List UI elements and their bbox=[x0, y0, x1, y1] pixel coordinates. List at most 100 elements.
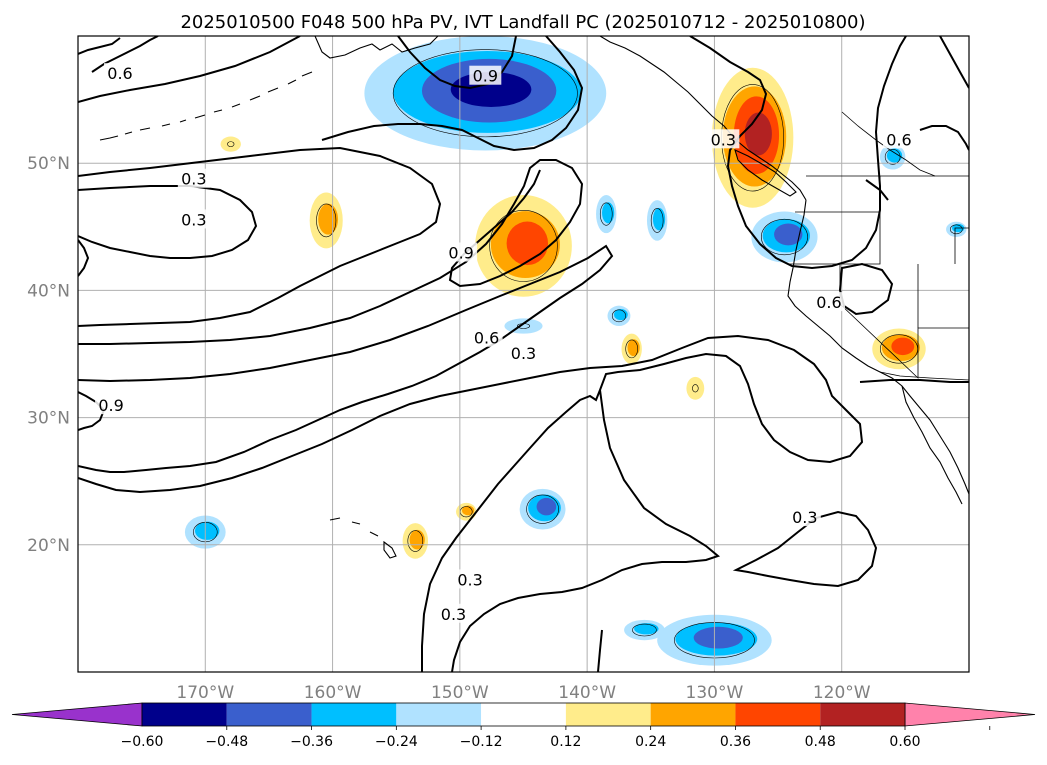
contour-label-bg bbox=[104, 63, 137, 83]
pv-anomaly-outline bbox=[650, 208, 664, 233]
contour-label: 0.9 bbox=[445, 242, 478, 263]
state-border-nv-ut bbox=[917, 227, 969, 328]
contour-label: 0.3 bbox=[437, 603, 470, 624]
lat-tick-label: 20°N bbox=[27, 536, 70, 556]
contour-label-bg bbox=[470, 327, 503, 347]
contour-line bbox=[78, 146, 442, 327]
pv-anomaly-outline bbox=[625, 339, 638, 359]
contour-label: 0.6 bbox=[812, 292, 845, 312]
pv-anomaly-blob bbox=[220, 136, 241, 152]
contour-label: 0.6 bbox=[882, 129, 915, 149]
pv-anomaly-outline bbox=[489, 209, 558, 282]
lon-tick-label: 160°W bbox=[304, 683, 362, 703]
colorbar-segment bbox=[311, 703, 397, 726]
pv-anomaly-outline bbox=[526, 494, 559, 524]
contour-label-text: 0.6 bbox=[816, 293, 841, 312]
contour-label-text: 0.3 bbox=[511, 344, 536, 363]
contour-label: 0.3 bbox=[788, 507, 821, 527]
contour-label-text: 0.3 bbox=[711, 130, 736, 149]
pv-anomaly-outline bbox=[599, 202, 613, 226]
pv-anomaly-band bbox=[318, 203, 339, 235]
contour-label-text: 0.3 bbox=[181, 170, 206, 189]
bc-alaska-panhandle-coast bbox=[599, 36, 807, 201]
contour-label-bg bbox=[95, 395, 128, 415]
colorbar-segment bbox=[650, 703, 736, 726]
contour-label: 0.3 bbox=[177, 209, 210, 229]
pv-anomaly-band bbox=[634, 623, 659, 635]
contour-label-bg bbox=[437, 603, 470, 623]
contour-line bbox=[78, 36, 159, 73]
pv-anomaly-outline bbox=[632, 623, 657, 637]
contour-label: 0.9 bbox=[469, 65, 502, 86]
pv-anomaly-outline bbox=[884, 149, 901, 165]
contour-label-text: 0.6 bbox=[886, 130, 911, 149]
state-border-or-ca bbox=[789, 212, 881, 265]
longitude-tick-labels: 170°W 160°W 150°W 140°W 130°W 120°W bbox=[176, 683, 870, 703]
us-mexico-border bbox=[879, 371, 969, 381]
pv-anomaly-band bbox=[504, 318, 543, 334]
contour-label-text: 0.3 bbox=[441, 605, 466, 624]
contour-label-text: 0.3 bbox=[792, 508, 817, 527]
lat-tick-label: 40°N bbox=[27, 281, 70, 301]
colorbar-tick-label: 0.48 bbox=[805, 734, 836, 750]
pv-anomaly-blob bbox=[402, 523, 429, 559]
lon-tick-label: 130°W bbox=[686, 683, 744, 703]
pv-anomaly-outline bbox=[316, 203, 337, 238]
pv-anomaly-outline bbox=[949, 224, 963, 235]
pv-anomaly-band bbox=[774, 223, 803, 246]
colorbar-extend-high bbox=[904, 702, 1036, 727]
contour-label-text: 0.9 bbox=[448, 244, 473, 263]
pv-anomaly-band bbox=[891, 337, 915, 356]
hawaii-islands bbox=[329, 517, 397, 559]
contour-label-text: 0.3 bbox=[181, 210, 206, 229]
colorbar-extend-low bbox=[11, 702, 143, 727]
us-west-coast bbox=[787, 199, 969, 495]
pv-anomaly-band bbox=[693, 626, 743, 649]
pv-anomaly-blob bbox=[751, 211, 818, 263]
pv-anomaly-blob bbox=[519, 488, 566, 530]
pv-anomaly-outline bbox=[760, 218, 808, 256]
alaska-coast bbox=[314, 36, 439, 59]
colorbar-tick-label: −0.24 bbox=[375, 734, 418, 750]
contour-label-text: 0.9 bbox=[473, 67, 498, 86]
pv-anomaly-blob bbox=[946, 221, 967, 237]
contour-line bbox=[939, 36, 969, 89]
contour-line bbox=[321, 36, 584, 152]
colorbar-segment bbox=[396, 703, 482, 726]
contour-line bbox=[597, 629, 603, 672]
contour-label-bg bbox=[882, 129, 915, 149]
pv-anomaly-blob bbox=[624, 619, 665, 641]
colorbar-tick-label: 0.24 bbox=[635, 734, 666, 750]
contour-line bbox=[859, 379, 969, 383]
lon-tick-label: 150°W bbox=[431, 683, 489, 703]
colorbar-segment bbox=[142, 703, 227, 726]
contour-label-text: 0.9 bbox=[98, 396, 123, 415]
contour-label-text: 0.6 bbox=[474, 329, 499, 348]
map-frame bbox=[77, 35, 970, 673]
pv-anomaly-outline bbox=[407, 530, 424, 552]
pv-anomaly-blob bbox=[686, 376, 705, 400]
contour-line bbox=[689, 36, 907, 270]
contour-line bbox=[397, 36, 517, 90]
pv-anomaly-band bbox=[536, 497, 557, 516]
alaska-canada-border bbox=[841, 111, 936, 177]
colorbar-segment bbox=[820, 703, 905, 726]
colorbar-tick-label: 0.60 bbox=[889, 734, 920, 750]
contour-label-bg bbox=[788, 507, 821, 527]
contour-label-bg bbox=[454, 569, 487, 589]
pv-anomaly-blob bbox=[872, 328, 926, 370]
pv-anomaly-band bbox=[744, 112, 772, 156]
pv-anomaly-blob bbox=[309, 192, 343, 249]
contour-label-bg bbox=[177, 209, 210, 229]
contour-line bbox=[78, 239, 90, 277]
latitude-tick-labels: 50°N 40°N 30°N 20°N bbox=[27, 154, 70, 556]
colorbar-segment bbox=[735, 703, 821, 726]
contour-labels: 0.3 0.3 0.6 0.3 0.9 0.9 0.6 0.3 0.6 0.6 0.9 0.3 0.3 0… bbox=[95, 63, 915, 624]
contour-label-bg bbox=[445, 242, 478, 262]
contour-label-bg bbox=[469, 65, 502, 85]
pv-anomaly-band bbox=[220, 136, 241, 152]
colorbar-segment bbox=[565, 703, 651, 726]
pv-anomaly-band bbox=[686, 376, 705, 400]
contour-line bbox=[78, 36, 301, 103]
